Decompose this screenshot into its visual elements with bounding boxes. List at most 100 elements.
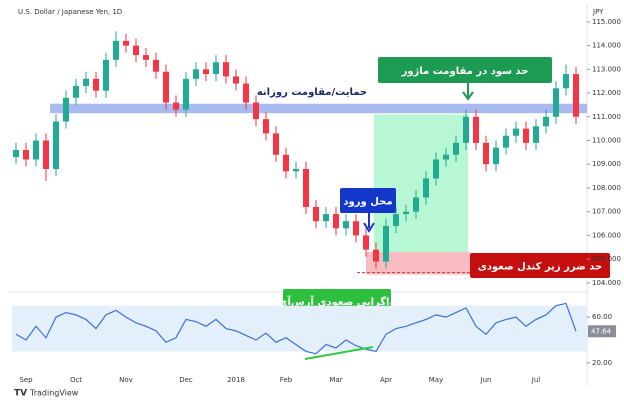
y-tick-label: 113.000: [592, 65, 621, 73]
y-tick-label: 20.00: [592, 359, 612, 367]
candle-body: [183, 78, 189, 110]
candle-body: [43, 140, 49, 169]
last-value: 47.64: [591, 327, 612, 335]
candle-body: [473, 116, 479, 143]
annotation-text: محل ورود: [343, 197, 392, 208]
candles: [13, 31, 579, 269]
logo-text: TradingView: [29, 389, 79, 398]
candle-body: [273, 133, 279, 155]
y-tick-label: 106.000: [592, 231, 621, 239]
annotation-text: حد ضرر زیر کندل صعودی: [478, 262, 603, 273]
logo-mark: TV: [14, 389, 27, 399]
annotation-text: حمایت/مقاومت روزانه: [257, 87, 367, 98]
x-tick-label: Jun: [480, 376, 492, 384]
candle-body: [203, 69, 209, 75]
candle-body: [163, 71, 169, 103]
x-tick-label: Jul: [531, 376, 541, 384]
y-tick-label: 107.000: [592, 208, 621, 216]
annotation-box: [378, 57, 552, 83]
candle-body: [53, 121, 59, 169]
y-tick-label: 111.000: [592, 113, 621, 121]
x-tick-label: 2018: [227, 376, 245, 384]
candle-body: [23, 150, 29, 160]
candle-body: [313, 206, 319, 222]
y-tick-label: 114.000: [592, 42, 621, 50]
candle-body: [433, 159, 439, 179]
y-tick-label: 115.000: [592, 18, 621, 26]
candle-body: [483, 142, 489, 165]
candle-body: [523, 128, 529, 143]
last-value-box: [588, 325, 616, 338]
rsi-band: [12, 305, 587, 352]
y-tick-label: 104.000: [592, 279, 621, 287]
candle-body: [443, 154, 449, 160]
candle-body: [133, 45, 139, 56]
candle-body: [93, 78, 99, 91]
y-tick-label: 108.000: [592, 184, 621, 192]
annotation-zones: [50, 103, 587, 275]
candle-body: [453, 142, 459, 155]
divergence-line: [304, 346, 374, 360]
candle-body: [293, 168, 299, 172]
candle-body: [553, 88, 559, 117]
candle-body: [223, 62, 229, 77]
candle-body: [103, 59, 109, 91]
candle-body: [83, 78, 89, 86]
x-tick-label: May: [429, 376, 443, 384]
candle-body: [13, 150, 19, 158]
candle-body: [233, 76, 239, 84]
candle-body: [253, 102, 259, 120]
candle-body: [493, 147, 499, 165]
candle-body: [573, 74, 579, 117]
y-tick-label: 105.000: [592, 255, 621, 263]
arrow: [462, 83, 474, 101]
candle-body: [113, 40, 119, 60]
candle-body: [343, 221, 349, 229]
y-tick-label: 60.00: [592, 313, 612, 321]
y-tick-label: 112.000: [592, 89, 621, 97]
candle-body: [353, 221, 359, 236]
candle-body: [333, 214, 339, 229]
candle-body: [403, 211, 409, 215]
x-tick-label: Sep: [19, 376, 33, 384]
candle-body: [123, 40, 129, 46]
candle-body: [263, 119, 269, 134]
x-tick-label: Apr: [380, 376, 392, 384]
candle-body: [303, 168, 309, 207]
candle-body: [213, 62, 219, 75]
tradingview-logo: TV TradingView: [14, 389, 79, 399]
arrow: [363, 213, 375, 233]
candle-body: [423, 178, 429, 198]
chart-title: U.S. Dollar / Japanese Yen, 1D: [18, 8, 122, 16]
candle-body: [513, 128, 519, 136]
rsi-line: [15, 302, 577, 355]
candle-body: [363, 235, 369, 250]
annotation-zone: [374, 114, 468, 253]
annotation-zone: [366, 252, 470, 275]
candle-body: [323, 214, 329, 222]
x-tick-label: Nov: [119, 376, 133, 384]
x-tick-label: Mar: [329, 376, 342, 384]
x-tick-label: Dec: [179, 376, 193, 384]
annotation-text: حد سود در مقاومت ماژور: [401, 66, 529, 77]
annotation-zone: [50, 103, 587, 114]
x-tick-label: Oct: [70, 376, 82, 384]
candle-body: [393, 214, 399, 226]
candle-body: [283, 154, 289, 172]
candle-body: [173, 102, 179, 110]
candle-body: [533, 126, 539, 143]
candle-body: [193, 69, 199, 79]
candle-body: [73, 85, 79, 98]
candle-body: [563, 74, 569, 89]
candle-body: [413, 197, 419, 212]
x-tick-label: Feb: [280, 376, 293, 384]
y-tick-label: 110.000: [592, 137, 621, 145]
candle-body: [243, 83, 249, 103]
y-tick-label: 109.000: [592, 160, 621, 168]
candle-body: [383, 225, 389, 262]
candle-body: [463, 116, 469, 143]
candle-body: [503, 135, 509, 148]
annotation-text: واگرایی صعودی آرس‌آی: [278, 295, 395, 308]
candle-body: [63, 97, 69, 122]
